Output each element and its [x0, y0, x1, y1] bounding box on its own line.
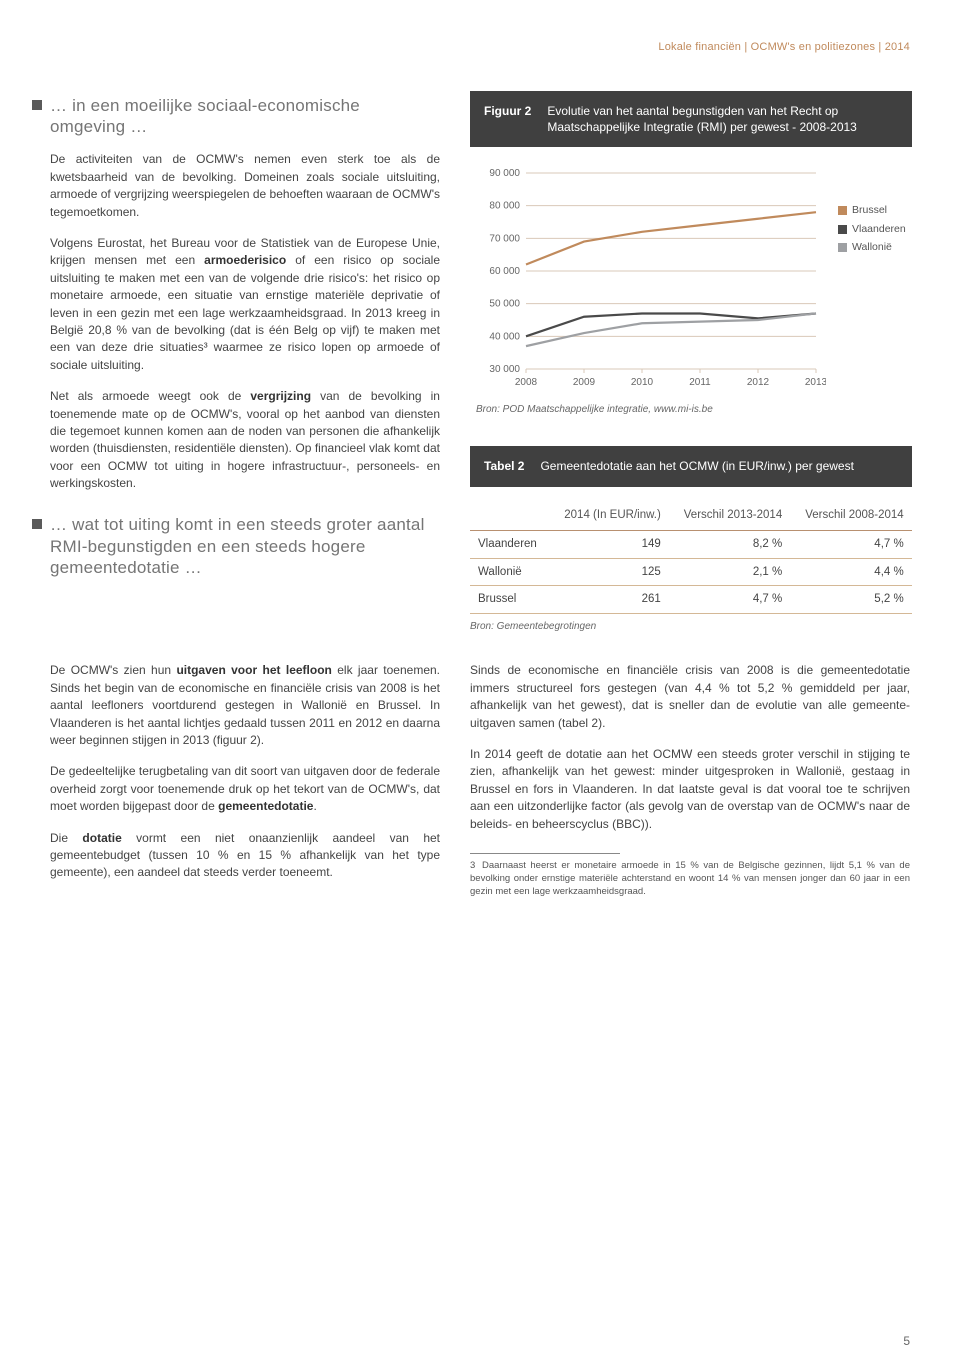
figure2-source: Bron: POD Maatschappelijke integratie, w…	[470, 399, 912, 436]
legend-item: Brussel	[838, 203, 906, 218]
table-row: Wallonië1252,1 %4,4 %	[470, 558, 912, 586]
breadcrumb: Lokale financiën | OCMW's en politiezone…	[50, 40, 910, 56]
figure2-chart: 90 000 80 000 70 000 60 000 50 000 40 000 30 0…	[476, 163, 826, 393]
table-cell: Brussel	[470, 586, 549, 614]
table-row: Vlaanderen1498,2 %4,7 %	[470, 530, 912, 558]
svg-text:30 000: 30 000	[489, 364, 520, 375]
svg-text:60 000: 60 000	[489, 266, 520, 277]
square-bullet-icon	[32, 519, 42, 529]
svg-text:2008: 2008	[515, 377, 538, 388]
section2-heading-block: … wat tot uiting komt in een steeds grot…	[50, 514, 440, 578]
table-col-header: 2014 (In EUR/inw.)	[549, 501, 668, 530]
table2-source: Bron: Gemeentebegrotingen	[470, 614, 912, 645]
table-cell: 4,7 %	[669, 586, 790, 614]
svg-text:80 000: 80 000	[489, 201, 520, 212]
table-cell: Vlaanderen	[470, 530, 549, 558]
footnote-rule	[470, 853, 620, 854]
square-bullet-icon	[32, 100, 42, 110]
lower-left-p2: De gedeeltelijke terugbetaling van dit s…	[50, 763, 440, 815]
figure2-legend: Brussel Vlaanderen Wallonië	[838, 163, 906, 258]
figure2-title: Evolutie van het aantal begunstigden van…	[547, 103, 897, 135]
svg-text:2012: 2012	[747, 377, 770, 388]
table-col-header	[470, 501, 549, 530]
svg-text:40 000: 40 000	[489, 332, 520, 343]
table2-label: Tabel 2	[484, 458, 524, 475]
table2: 2014 (In EUR/inw.)Verschil 2013-2014Vers…	[470, 501, 912, 614]
svg-text:2010: 2010	[631, 377, 654, 388]
svg-text:2009: 2009	[573, 377, 596, 388]
legend-label: Wallonië	[852, 240, 892, 255]
figure2-label: Figuur 2	[484, 103, 531, 135]
lower-left-p3: Die dotatie vormt een niet onaanzienlijk…	[50, 830, 440, 882]
svg-text:50 000: 50 000	[489, 299, 520, 310]
table-cell: Wallonië	[470, 558, 549, 586]
lower-left-p1: De OCMW's zien hun uitgaven voor het lee…	[50, 662, 440, 749]
section1-p1: De activiteiten van de OCMW's nemen even…	[50, 151, 440, 221]
legend-label: Brussel	[852, 203, 887, 218]
page-number: 5	[903, 1333, 910, 1350]
table-cell: 4,7 %	[790, 530, 911, 558]
footnote-3: 3Daarnaast heerst er monetaire armoede i…	[470, 860, 910, 898]
table-cell: 261	[549, 586, 668, 614]
table-cell: 8,2 %	[669, 530, 790, 558]
table-col-header: Verschil 2013-2014	[669, 501, 790, 530]
section1-p2: Volgens Eurostat, het Bureau voor de Sta…	[50, 235, 440, 374]
table-col-header: Verschil 2008-2014	[790, 501, 911, 530]
table2-title: Gemeentedotatie aan het OCMW (in EUR/inw…	[540, 458, 853, 475]
table2-header: Tabel 2 Gemeentedotatie aan het OCMW (in…	[470, 446, 912, 487]
figure2-header: Figuur 2 Evolutie van het aantal begunst…	[470, 91, 912, 147]
table-cell: 2,1 %	[669, 558, 790, 586]
table-cell: 125	[549, 558, 668, 586]
section2-heading: … wat tot uiting komt in een steeds grot…	[50, 514, 440, 578]
section1-heading: … in een moeilijke sociaal-economische o…	[50, 95, 440, 138]
svg-text:70 000: 70 000	[489, 234, 520, 245]
legend-swatch-icon	[838, 206, 847, 215]
table-cell: 4,4 %	[790, 558, 911, 586]
section1-heading-block: … in een moeilijke sociaal-economische o…	[50, 95, 440, 138]
lower-right-p2: In 2014 geeft de dotatie aan het OCMW ee…	[470, 746, 910, 833]
legend-swatch-icon	[838, 243, 847, 252]
table-cell: 5,2 %	[790, 586, 911, 614]
legend-item: Vlaanderen	[838, 222, 906, 237]
legend-label: Vlaanderen	[852, 222, 906, 237]
table-row: Brussel2614,7 %5,2 %	[470, 586, 912, 614]
svg-text:2013: 2013	[805, 377, 826, 388]
svg-text:90 000: 90 000	[489, 168, 520, 179]
legend-item: Wallonië	[838, 240, 906, 255]
table-cell: 149	[549, 530, 668, 558]
section1-p3: Net als armoede weegt ook de vergrijzing…	[50, 388, 440, 492]
lower-right-p1: Sinds de economische en financiële crisi…	[470, 662, 910, 732]
svg-text:2011: 2011	[689, 377, 711, 388]
legend-swatch-icon	[838, 225, 847, 234]
